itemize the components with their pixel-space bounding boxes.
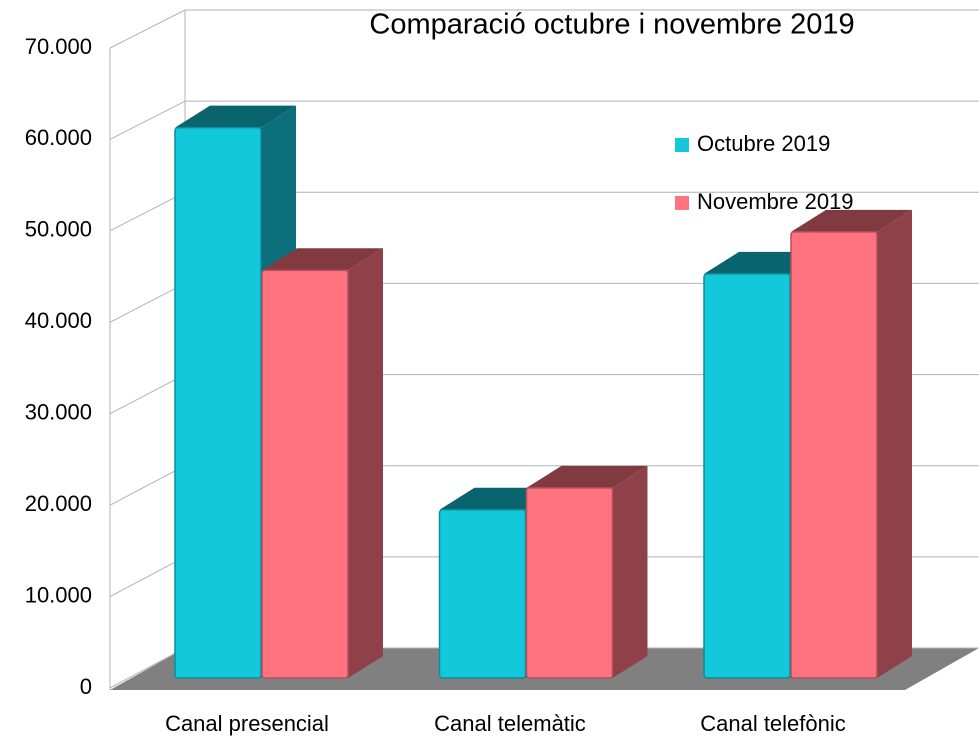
y-tick-label: 10.000 [25,582,92,607]
bar-side [348,248,383,678]
y-tick-label: 30.000 [25,400,92,425]
bar [525,487,614,679]
bar-top [791,209,912,232]
bar [703,273,791,679]
y-tick-label: 20.000 [25,491,92,516]
y-tick-label: 0 [80,674,92,699]
grid-line [109,100,186,140]
bar-side [877,209,912,679]
y-tick-label: 70.000 [25,34,92,59]
chart-title: Comparació octubre i novembre 2019 [369,9,854,41]
bar-top [175,105,296,128]
grid-line [109,374,186,415]
bar [790,231,878,679]
grid-line [109,282,186,323]
bar-top [526,465,648,488]
y-tick-label: 40.000 [25,308,92,333]
bar [261,269,349,679]
grid-line [109,647,186,689]
bar-side [612,465,648,678]
grid-line [109,465,186,506]
legend-swatch [675,138,689,152]
bar [438,509,527,679]
y-tick-label: 50.000 [25,217,92,242]
bar-top [262,248,383,271]
grid-line [109,191,186,232]
x-tick-label: Canal presencial [165,711,329,736]
grid-line [109,9,186,49]
bar [174,126,262,679]
legend-swatch [675,196,689,210]
legend-label: Octubre 2019 [697,131,830,156]
x-tick-label: Canal telefònic [700,711,846,736]
y-tick-label: 60.000 [25,125,92,150]
x-tick-label: Canal telemàtic [434,711,586,736]
grid-line [109,556,186,598]
legend-label: Novembre 2019 [697,189,854,214]
